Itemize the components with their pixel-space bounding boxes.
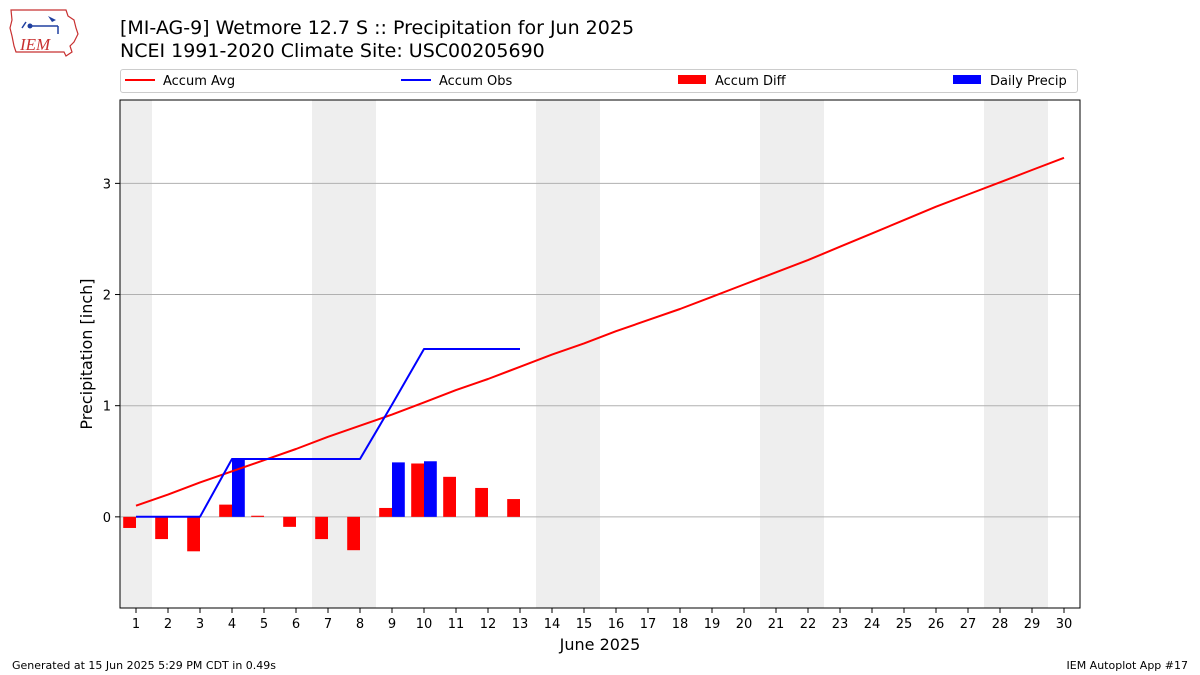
accum-diff-bar — [251, 515, 264, 517]
x-tick-label: 13 — [512, 617, 529, 632]
accum-diff-bar — [475, 487, 488, 517]
legend-label-accum-diff: Accum Diff — [715, 74, 786, 89]
chart-title: [MI-AG-9] Wetmore 12.7 S :: Precipitatio… — [120, 17, 635, 39]
legend-swatch-accum-obs — [401, 78, 431, 81]
x-tick-label: 1 — [132, 617, 140, 632]
weekend-band — [568, 100, 600, 608]
weekend-band — [760, 100, 792, 608]
x-tick-label: 8 — [356, 617, 364, 632]
x-tick-label: 5 — [260, 617, 268, 632]
accum-diff-bar — [219, 504, 232, 517]
x-tick-label: 26 — [928, 617, 945, 632]
x-tick-label: 23 — [832, 617, 849, 632]
x-tick-label: 2 — [164, 617, 172, 632]
iem-logo: IEM — [9, 9, 79, 57]
x-tick-label: 24 — [864, 617, 881, 632]
weekend-band — [792, 100, 824, 608]
y-tick-label: 0 — [103, 511, 111, 526]
x-tick-label: 7 — [324, 617, 332, 632]
daily-precip-bar — [392, 462, 405, 517]
accum-diff-bar — [283, 516, 296, 527]
y-axis-label: Precipitation [inch] — [77, 278, 96, 429]
legend-swatch-accum-avg — [125, 78, 155, 81]
x-tick-label: 22 — [800, 617, 817, 632]
legend-swatch-daily-precip — [953, 75, 981, 84]
legend-label-accum-avg: Accum Avg — [163, 74, 236, 89]
x-tick-label: 17 — [640, 617, 657, 632]
weekend-band — [984, 100, 1016, 608]
footer-app: IEM Autoplot App #17 — [1066, 659, 1189, 672]
legend-swatch-accum-diff — [678, 75, 706, 84]
x-tick-label: 18 — [672, 617, 689, 632]
accum-diff-bar — [315, 516, 328, 540]
legend-item-accum-obs: Accum Obs — [401, 73, 512, 91]
accum-diff-bar — [155, 516, 168, 540]
weekend-band — [1016, 100, 1048, 608]
legend: Accum Avg Accum Obs Accum Diff Daily Pre… — [120, 69, 1078, 93]
x-tick-label: 16 — [608, 617, 625, 632]
y-tick-label: 2 — [103, 289, 111, 304]
x-tick-label: 6 — [292, 617, 300, 632]
accum-diff-bar — [379, 507, 392, 517]
accum-avg-line — [135, 156, 1065, 507]
x-axis-label: June 2025 — [559, 635, 641, 654]
x-tick-label: 20 — [736, 617, 753, 632]
x-tick-label: 12 — [480, 617, 497, 632]
x-tick-label: 10 — [416, 617, 433, 632]
x-tick-label: 25 — [896, 617, 913, 632]
accum-diff-bar — [123, 516, 136, 528]
accum-diff-bar — [347, 516, 360, 551]
legend-item-accum-diff: Accum Diff — [678, 73, 786, 91]
accum-diff-bar — [411, 463, 424, 517]
x-tick-label: 19 — [704, 617, 721, 632]
weekend-band — [120, 100, 152, 608]
x-tick-label: 21 — [768, 617, 785, 632]
x-tick-label: 9 — [388, 617, 396, 632]
accum-diff-bar — [443, 476, 456, 517]
logo-text: IEM — [19, 35, 51, 54]
y-tick-label: 1 — [103, 400, 111, 415]
x-tick-label: 27 — [960, 617, 977, 632]
x-tick-label: 15 — [576, 617, 593, 632]
x-tick-label: 30 — [1056, 617, 1073, 632]
legend-label-daily-precip: Daily Precip — [990, 74, 1067, 89]
y-tick-label: 3 — [103, 177, 111, 192]
plot-frame — [119, 99, 1081, 609]
accum-obs-line — [136, 348, 520, 518]
x-tick-label: 11 — [448, 617, 465, 632]
legend-label-accum-obs: Accum Obs — [439, 74, 513, 89]
daily-precip-bar — [424, 461, 437, 517]
accum-diff-bar — [187, 516, 200, 552]
accum-diff-bar — [507, 499, 520, 517]
x-tick-label: 3 — [196, 617, 204, 632]
chart-subtitle: NCEI 1991-2020 Climate Site: USC00205690 — [120, 40, 545, 62]
footer-generated: Generated at 15 Jun 2025 5:29 PM CDT in … — [12, 659, 277, 672]
x-tick-label: 14 — [544, 617, 561, 632]
x-tick-label: 4 — [228, 617, 236, 632]
x-tick-label: 29 — [1024, 617, 1041, 632]
legend-item-daily-precip: Daily Precip — [953, 73, 1067, 91]
x-tick-label: 28 — [992, 617, 1009, 632]
daily-precip-bar — [232, 459, 245, 517]
legend-item-accum-avg: Accum Avg — [125, 73, 235, 91]
